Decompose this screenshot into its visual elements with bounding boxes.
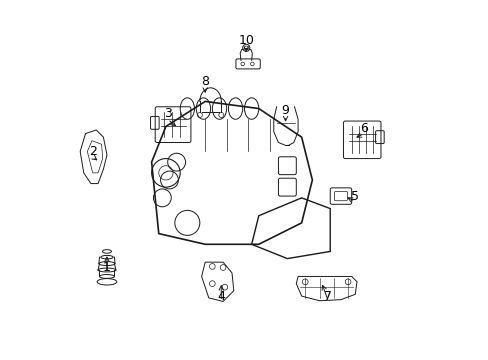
Text: 3: 3: [163, 107, 171, 120]
Text: 6: 6: [360, 122, 367, 135]
Text: 7: 7: [324, 289, 332, 303]
Text: 5: 5: [350, 190, 359, 203]
Text: 8: 8: [201, 75, 209, 88]
Text: 10: 10: [238, 34, 254, 47]
Text: 4: 4: [217, 289, 225, 303]
Text: 2: 2: [88, 145, 97, 158]
Text: 9: 9: [281, 104, 289, 117]
Text: 1: 1: [103, 261, 111, 274]
